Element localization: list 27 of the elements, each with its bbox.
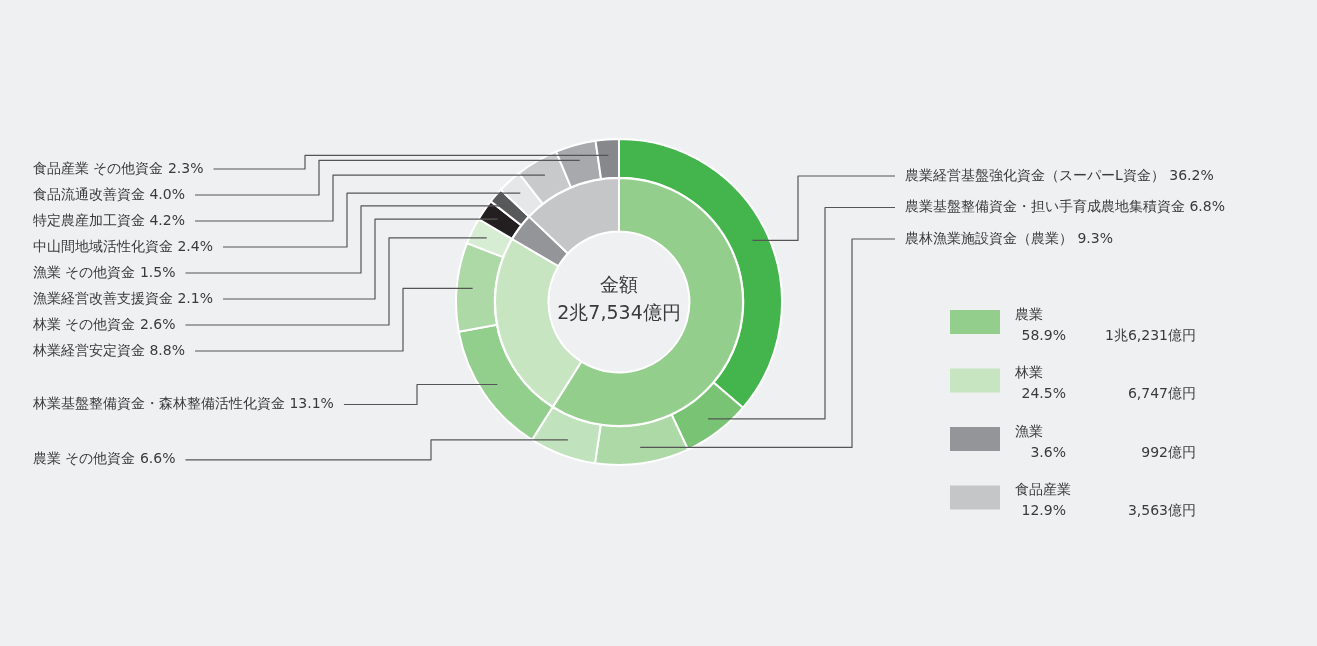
slice-label: 農業基盤整備資金・担い手育成農地集積資金 6.8% xyxy=(905,198,1226,215)
legend-label: 農業 xyxy=(1015,305,1043,322)
slice-label: 林業 その他資金 2.6% xyxy=(32,315,176,332)
slice-label: 林業経営安定資金 8.8% xyxy=(32,341,186,358)
legend-label: 食品産業 xyxy=(1015,481,1071,498)
text: 6,747億円 xyxy=(1127,385,1196,402)
slice-label: 農業経営基盤強化資金（スーパーL資金） 36.2% xyxy=(905,166,1214,183)
text: 2兆7,534億円 xyxy=(557,300,681,323)
data-label: 3.6% xyxy=(1030,443,1066,460)
slice-label: 農業 その他資金 6.6% xyxy=(33,450,176,467)
slice-label: 農林漁業施設資金（農業） 9.3% xyxy=(905,229,1114,246)
slice-label: 食品産業 その他資金 2.3% xyxy=(33,159,204,176)
text: 1兆6,231億円 xyxy=(1105,326,1196,343)
data-label: 12.9% xyxy=(1021,502,1066,519)
slice-label: 漁業経営改善支援資金 2.1% xyxy=(33,289,214,306)
text: 金額 xyxy=(600,272,638,295)
text: 992億円 xyxy=(1141,443,1196,460)
legend-label: 漁業 xyxy=(1015,422,1043,439)
legend-label: 林業 xyxy=(1014,364,1043,381)
slice-label: 食品流通改善資金 4.0% xyxy=(33,185,186,202)
text: 3,563億円 xyxy=(1127,502,1196,519)
slice-label: 林業基盤整備資金・森林整備活性化資金 13.1% xyxy=(32,395,334,412)
slice-label: 特定農産加工資金 4.2% xyxy=(33,211,186,228)
slice-label: 中山間地域活性化資金 2.4% xyxy=(33,237,214,254)
data-label: 24.5% xyxy=(1021,385,1066,402)
data-label: 58.9% xyxy=(1021,326,1066,343)
slice-label: 漁業 その他資金 1.5% xyxy=(33,263,176,280)
